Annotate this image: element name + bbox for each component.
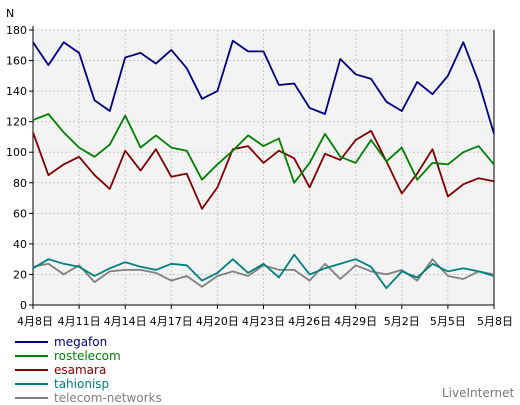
legend-label-tahionisp: tahionisp [54,377,109,391]
y-tick-label: 140 [6,85,27,98]
legend-label-telecom-networks: telecom-networks [54,391,162,405]
legend-label-rostelecom: rostelecom [54,349,121,363]
y-tick-label: 0 [20,299,27,312]
series-line-tahionisp [32,253,495,290]
x-tick-label: 4月26日 [288,315,331,328]
y-tick-label: 120 [6,116,27,129]
y-axis-label: N [6,7,14,20]
brand-label: LiveInternet [442,386,514,400]
y-tick-label: 40 [13,238,27,251]
x-tick-label: 4月20日 [196,315,239,328]
y-tick-label: 100 [6,146,27,159]
x-tick-label: 4月23日 [242,315,285,328]
y-tick-labels: 0 20 40 60 80 100 120 140 160 180 [6,24,27,312]
series-line-megafon [32,39,495,135]
y-tick-label: 160 [6,55,27,68]
series-line-esamara [32,129,495,210]
x-tick-label: 4月11日 [58,315,101,328]
x-tick-label: 4月17日 [150,315,193,328]
legend: megafonrostelecomesamaratahionisptelecom… [15,335,162,405]
x-tick-label: 4月8日 [17,315,53,328]
y-tick-label: 20 [13,268,27,281]
x-tick-label: 5月8日 [477,315,513,328]
axes [29,26,495,309]
x-tick-label: 4月29日 [334,315,377,328]
legend-label-megafon: megafon [54,335,107,349]
y-tick-label: 60 [13,207,27,220]
x-tick-label: 5月2日 [384,315,420,328]
y-tick-label: 80 [13,177,27,190]
legend-label-esamara: esamara [54,363,106,377]
x-tick-label: 5月5日 [430,315,466,328]
y-tick-label: 180 [6,24,27,37]
series-layer [32,39,495,290]
series-line-rostelecom [32,113,495,184]
x-tick-labels: 4月8日 4月11日 4月14日 4月17日 4月20日 4月23日 4月26日 4月29日 5… [17,315,513,328]
x-tick-label: 4月14日 [104,315,147,328]
series-line-telecom-networks [32,258,495,288]
